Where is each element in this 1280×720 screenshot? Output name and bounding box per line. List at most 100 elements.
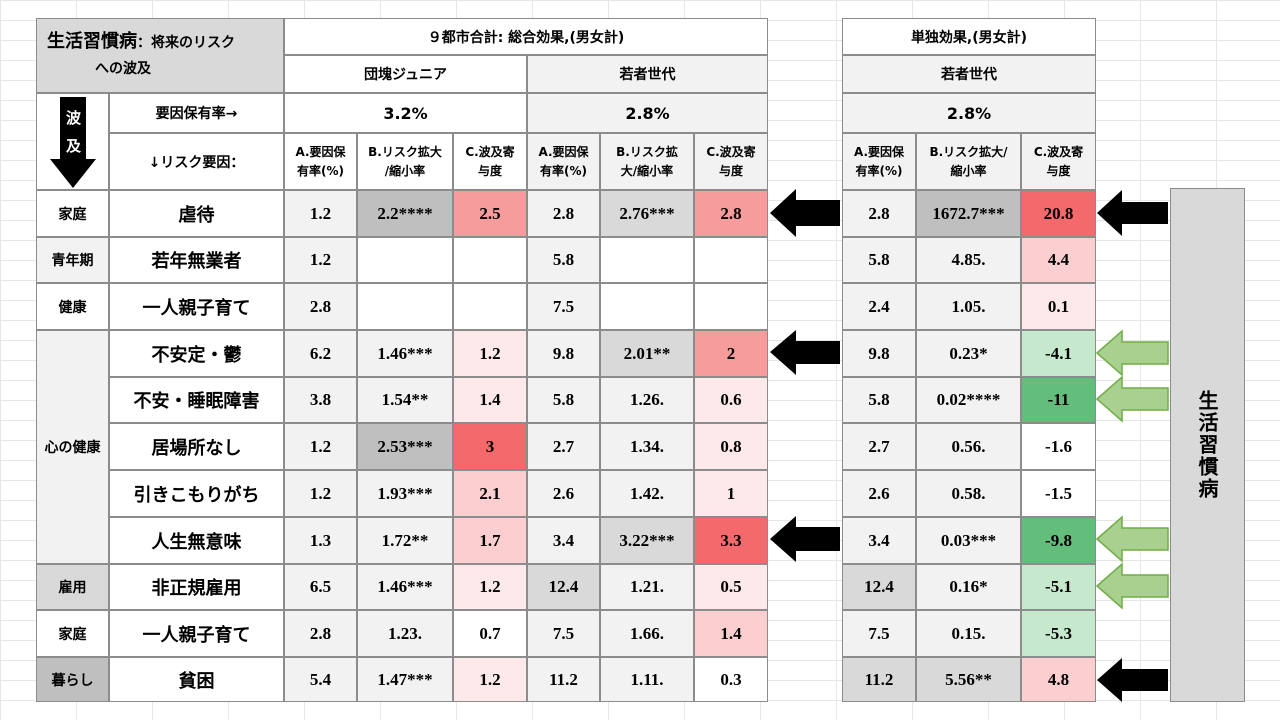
value-cell-a3: 12.4 bbox=[842, 564, 916, 610]
value-cell-c3: 4.8 bbox=[1021, 657, 1096, 702]
risk-factor-name: 一人親子育て bbox=[109, 610, 284, 657]
value-cell-b2: 1.26. bbox=[600, 377, 694, 423]
value-cell-c1: 1.7 bbox=[453, 517, 527, 564]
value-cell-c2: 2.8 bbox=[694, 190, 768, 237]
value-cell-a3: 9.8 bbox=[842, 330, 916, 377]
wave-char-1: 波 bbox=[65, 109, 81, 127]
value-cell-b2 bbox=[600, 283, 694, 330]
risk-factor-name: 貧困 bbox=[109, 657, 284, 702]
value-cell-c3: -11 bbox=[1021, 377, 1096, 423]
value-cell-a1: 2.8 bbox=[284, 283, 357, 330]
value-cell-c2: 0.5 bbox=[694, 564, 768, 610]
value-cell-a1: 5.4 bbox=[284, 657, 357, 702]
risk-factor-name: 引きこもりがち bbox=[109, 470, 284, 517]
category-kurashi: 暮らし bbox=[36, 657, 109, 702]
value-cell-b1: 1.46*** bbox=[357, 564, 453, 610]
risk-factor-name: 居場所なし bbox=[109, 423, 284, 470]
risk-factor-name: 一人親子育て bbox=[109, 283, 284, 330]
value-cell-b3: 0.58. bbox=[916, 470, 1021, 517]
value-cell-c3: -5.1 bbox=[1021, 564, 1096, 610]
title-main: 生活習慣病 bbox=[47, 31, 137, 52]
outcome-label: 生活習慣病 bbox=[1195, 390, 1219, 500]
col-b3-header: B.リスク拡大/縮小率 bbox=[916, 133, 1021, 190]
value-cell-b3: 0.56. bbox=[916, 423, 1021, 470]
value-cell-c1: 2.1 bbox=[453, 470, 527, 517]
down-arrow-icon bbox=[50, 97, 96, 188]
category-seinenki: 青年期 bbox=[36, 237, 109, 283]
value-cell-a2: 12.4 bbox=[527, 564, 600, 610]
value-cell-b2: 1.21. bbox=[600, 564, 694, 610]
title-block: 生活習慣病：将来のリスク への波及 bbox=[36, 18, 284, 93]
value-cell-c2: 0.6 bbox=[694, 377, 768, 423]
value-cell-b2: 1.11. bbox=[600, 657, 694, 702]
group-wakamono-single-header: 若者世代 bbox=[842, 55, 1096, 93]
value-cell-c3: -9.8 bbox=[1021, 517, 1096, 564]
value-cell-c2 bbox=[694, 237, 768, 283]
col-c2-header: C.波及寄 与度 bbox=[694, 133, 768, 190]
value-cell-a2: 5.8 bbox=[527, 377, 600, 423]
category-kokoro: 心の健康 bbox=[36, 330, 109, 564]
value-cell-c2: 1 bbox=[694, 470, 768, 517]
value-cell-b3: 5.56** bbox=[916, 657, 1021, 702]
value-cell-a2: 7.5 bbox=[527, 610, 600, 657]
value-cell-c3: -4.1 bbox=[1021, 330, 1096, 377]
value-cell-b1: 1.93*** bbox=[357, 470, 453, 517]
value-cell-c1: 3 bbox=[453, 423, 527, 470]
col-a2-header: A.要因保 有率(%) bbox=[527, 133, 600, 190]
value-cell-a1: 2.8 bbox=[284, 610, 357, 657]
value-cell-c2: 0.3 bbox=[694, 657, 768, 702]
group-wakamono-header: 若者世代 bbox=[527, 55, 768, 93]
category-kenko: 健康 bbox=[36, 283, 109, 330]
value-cell-b1: 2.53*** bbox=[357, 423, 453, 470]
value-cell-c1: 1.4 bbox=[453, 377, 527, 423]
value-cell-a3: 3.4 bbox=[842, 517, 916, 564]
value-cell-a1: 1.2 bbox=[284, 190, 357, 237]
value-cell-a2: 9.8 bbox=[527, 330, 600, 377]
prevalence-dankai: 3.2% bbox=[284, 93, 527, 133]
value-cell-a2: 2.7 bbox=[527, 423, 600, 470]
value-cell-c3: -1.5 bbox=[1021, 470, 1096, 517]
risk-factor-name: 非正規雇用 bbox=[109, 564, 284, 610]
value-cell-c1: 1.2 bbox=[453, 657, 527, 702]
title-rest: ：将来のリスク bbox=[137, 35, 235, 51]
value-cell-b1: 1.23. bbox=[357, 610, 453, 657]
value-cell-c3: -1.6 bbox=[1021, 423, 1096, 470]
category-katei-2: 家庭 bbox=[36, 610, 109, 657]
title-line2: への波及 bbox=[95, 61, 151, 77]
group-dankai-header: 団塊ジュニア bbox=[284, 55, 527, 93]
wave-cell: 波 及 bbox=[36, 93, 109, 190]
col-b-header: B.リスク拡大/縮小率 bbox=[357, 133, 453, 190]
prevalence-wakamono: 2.8% bbox=[527, 93, 768, 133]
value-cell-c3: 20.8 bbox=[1021, 190, 1096, 237]
value-cell-b3: 0.03*** bbox=[916, 517, 1021, 564]
value-cell-b3: 0.02**** bbox=[916, 377, 1021, 423]
value-cell-b2 bbox=[600, 237, 694, 283]
value-cell-b2: 3.22*** bbox=[600, 517, 694, 564]
prevalence-label: 要因保有率→ bbox=[109, 93, 284, 133]
value-cell-b2: 2.01** bbox=[600, 330, 694, 377]
value-cell-b2: 1.66. bbox=[600, 610, 694, 657]
category-koyo: 雇用 bbox=[36, 564, 109, 610]
value-cell-c2 bbox=[694, 283, 768, 330]
value-cell-a2: 7.5 bbox=[527, 283, 600, 330]
value-cell-c3: 4.4 bbox=[1021, 237, 1096, 283]
value-cell-a1: 1.2 bbox=[284, 470, 357, 517]
value-cell-c1: 0.7 bbox=[453, 610, 527, 657]
col-c-header: C.波及寄 与度 bbox=[453, 133, 527, 190]
risk-factor-name: 虐待 bbox=[109, 190, 284, 237]
value-cell-a3: 2.6 bbox=[842, 470, 916, 517]
value-cell-c1: 1.2 bbox=[453, 330, 527, 377]
value-cell-a2: 3.4 bbox=[527, 517, 600, 564]
value-cell-b3: 4.85. bbox=[916, 237, 1021, 283]
value-cell-b2: 2.76*** bbox=[600, 190, 694, 237]
total-effect-header: ９都市合計: 総合効果,(男女計) bbox=[284, 18, 768, 55]
single-effect-header: 単独効果,(男女計) bbox=[842, 18, 1096, 55]
value-cell-b1: 1.47*** bbox=[357, 657, 453, 702]
value-cell-c1 bbox=[453, 237, 527, 283]
outcome-box: 生活習慣病 bbox=[1170, 188, 1245, 702]
value-cell-b1: 1.72** bbox=[357, 517, 453, 564]
value-cell-a3: 2.4 bbox=[842, 283, 916, 330]
value-cell-a1: 1.2 bbox=[284, 237, 357, 283]
risk-factor-label: ↓リスク要因： bbox=[109, 133, 284, 190]
value-cell-b1: 1.54** bbox=[357, 377, 453, 423]
